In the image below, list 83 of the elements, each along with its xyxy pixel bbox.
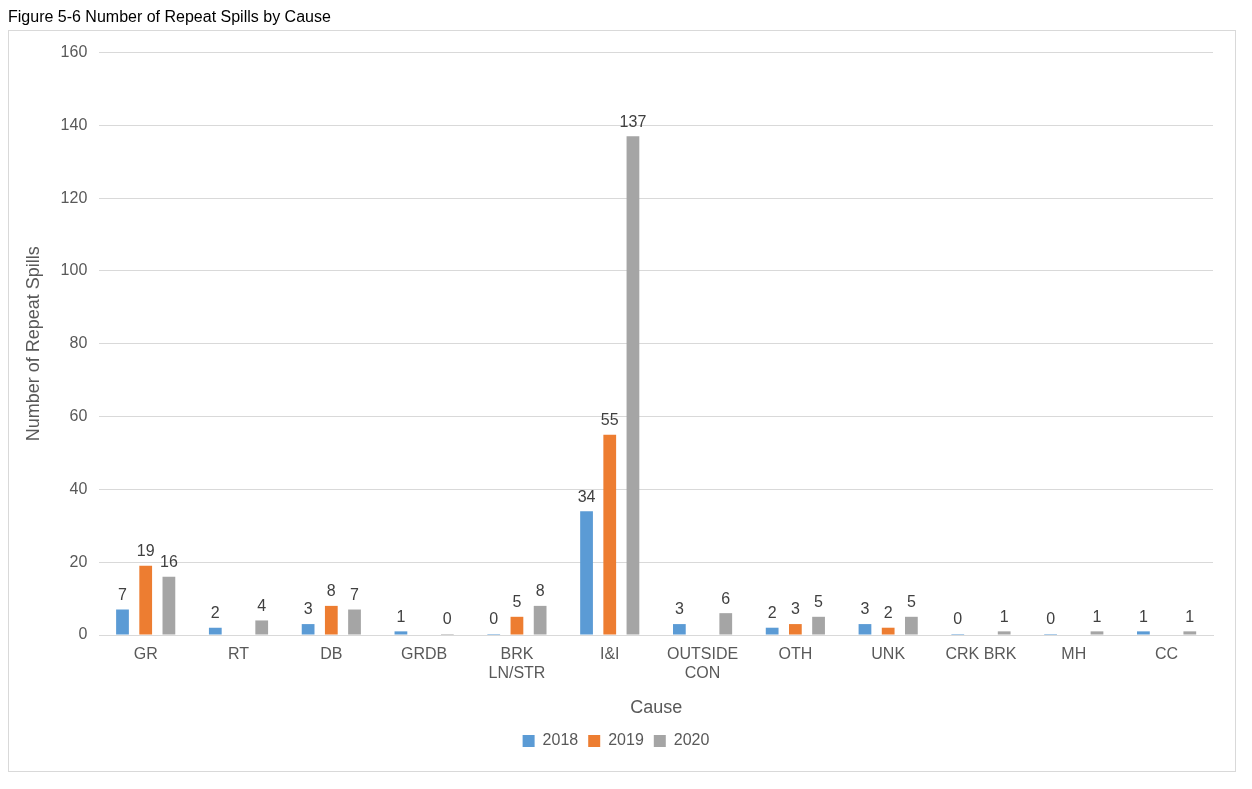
bar (580, 511, 593, 635)
data-label: 1 (1138, 607, 1148, 625)
data-label: 5 (906, 593, 916, 611)
data-label: 3 (860, 600, 870, 618)
y-tick-label: 100 (60, 261, 88, 279)
y-tick-label: 80 (69, 334, 88, 352)
x-tick-label: CC (1155, 645, 1179, 663)
x-tick-label: UNK (871, 645, 906, 663)
data-label: 34 (577, 487, 596, 505)
bar (139, 565, 153, 635)
data-label: 2 (210, 604, 220, 622)
x-tick-label: DB (320, 645, 343, 663)
data-label: 16 (160, 553, 178, 571)
x-tick-label: GRDB (401, 645, 448, 663)
bar (719, 613, 733, 635)
data-label: 5 (512, 593, 522, 611)
bar (672, 624, 686, 635)
bar (1183, 631, 1197, 635)
bar (162, 576, 176, 635)
data-label: 0 (489, 610, 499, 628)
bar (626, 136, 640, 635)
data-label: 5 (814, 593, 824, 611)
data-label: 8 (535, 582, 545, 600)
x-axis-title: Cause (630, 697, 683, 718)
x-tick-label: GR (133, 645, 158, 663)
data-label: 7 (118, 585, 128, 603)
bar (788, 624, 802, 635)
x-tick-label: MH (1061, 645, 1087, 663)
bar (116, 609, 129, 635)
x-tick-label: BRK LN/STR (488, 645, 546, 682)
bar (997, 631, 1011, 635)
data-label: 8 (326, 582, 336, 600)
bar (348, 609, 361, 635)
legend-label: 2020 (673, 731, 710, 749)
data-label: 1 (1092, 607, 1102, 625)
data-label: 3 (790, 600, 800, 618)
x-tick-label: OTH (778, 645, 813, 663)
bar (765, 627, 779, 635)
data-label: 1 (1185, 607, 1195, 625)
x-tick-label: CRK BRK (945, 645, 1017, 663)
data-label: 0 (953, 610, 963, 628)
y-axis-title: Number of Repeat Spills (22, 246, 43, 442)
bar (533, 605, 547, 635)
bar (510, 616, 524, 635)
bar (208, 627, 222, 635)
bar (1137, 631, 1150, 635)
bar (812, 616, 825, 635)
data-label: 6 (721, 589, 731, 607)
chart-title: Figure 5-6 Number of Repeat Spills by Cause (8, 8, 332, 26)
data-label: 0 (442, 610, 452, 628)
y-tick-label: 120 (60, 188, 88, 206)
data-label: 2 (883, 604, 893, 622)
bar (394, 631, 408, 635)
data-label: 1 (999, 607, 1009, 625)
data-label: 7 (350, 585, 360, 603)
data-label: 137 (619, 112, 647, 130)
data-label: 3 (674, 600, 684, 618)
data-label: 4 (257, 596, 267, 614)
data-label: 0 (1046, 610, 1056, 628)
data-label: 1 (396, 607, 406, 625)
bar (1090, 631, 1104, 635)
y-tick-label: 20 (69, 552, 88, 570)
data-label: 2 (767, 604, 777, 622)
legend-label: 2018 (542, 731, 579, 749)
y-tick-label: 160 (60, 43, 88, 61)
legend-label: 2019 (608, 731, 644, 749)
bar (255, 620, 269, 635)
bar (904, 616, 918, 635)
data-label: 3 (303, 600, 313, 618)
bar (324, 605, 338, 635)
x-tick-label: RT (227, 645, 250, 663)
x-tick-label: I&I (599, 645, 620, 663)
y-tick-label: 0 (78, 625, 88, 643)
y-tick-label: 140 (60, 115, 88, 133)
y-tick-label: 60 (69, 407, 88, 425)
x-tick-label: OUTSIDE CON (666, 645, 739, 682)
data-label: 19 (136, 542, 155, 560)
y-tick-label: 40 (69, 479, 88, 497)
bar (858, 624, 872, 635)
data-label: 55 (600, 411, 619, 429)
bar (603, 434, 617, 635)
bar (881, 627, 895, 635)
bar (301, 624, 315, 635)
